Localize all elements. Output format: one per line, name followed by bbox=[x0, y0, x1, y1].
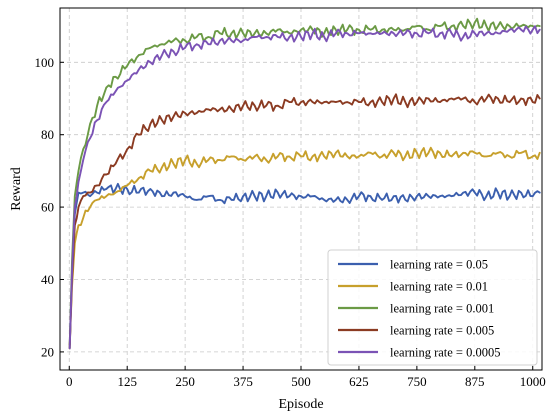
y-tick-label: 60 bbox=[41, 200, 54, 215]
x-tick-label: 375 bbox=[233, 374, 253, 389]
legend: learning rate = 0.05 learning rate = 0.01… bbox=[327, 249, 538, 366]
x-tick-label: 875 bbox=[465, 374, 485, 389]
legend-box bbox=[327, 249, 538, 366]
legend-label-3: learning rate = 0.001 bbox=[390, 302, 494, 316]
x-tick-label: 125 bbox=[117, 374, 137, 389]
y-tick-label: 40 bbox=[41, 272, 54, 287]
series-line-2 bbox=[68, 146, 541, 346]
series-lines bbox=[68, 17, 541, 350]
x-tick-label: 1000 bbox=[520, 374, 546, 389]
x-tick-label: 500 bbox=[291, 374, 311, 389]
y-tick-label: 80 bbox=[41, 127, 54, 142]
legend-label-5: learning rate = 0.0005 bbox=[390, 346, 501, 360]
x-axis-label: Episode bbox=[278, 397, 323, 412]
y-tick-label: 20 bbox=[41, 344, 54, 359]
series-line-3 bbox=[68, 17, 541, 350]
series-line-4 bbox=[68, 93, 541, 350]
x-tick-label: 250 bbox=[175, 374, 195, 389]
axis-ticks: 0 125 250 375 500 625 750 875 1000 20 40 60 80 100 bbox=[35, 55, 546, 389]
legend-label-1: learning rate = 0.05 bbox=[390, 258, 488, 272]
legend-label-2: learning rate = 0.01 bbox=[390, 280, 488, 294]
series-line-5 bbox=[68, 25, 541, 350]
legend-label-4: learning rate = 0.005 bbox=[390, 324, 494, 338]
x-tick-label: 750 bbox=[407, 374, 427, 389]
y-tick-label: 100 bbox=[35, 55, 55, 70]
series-line-1 bbox=[68, 182, 541, 346]
y-axis-label: Reward bbox=[9, 167, 24, 211]
x-tick-label: 0 bbox=[66, 374, 73, 389]
x-tick-label: 625 bbox=[349, 374, 369, 389]
